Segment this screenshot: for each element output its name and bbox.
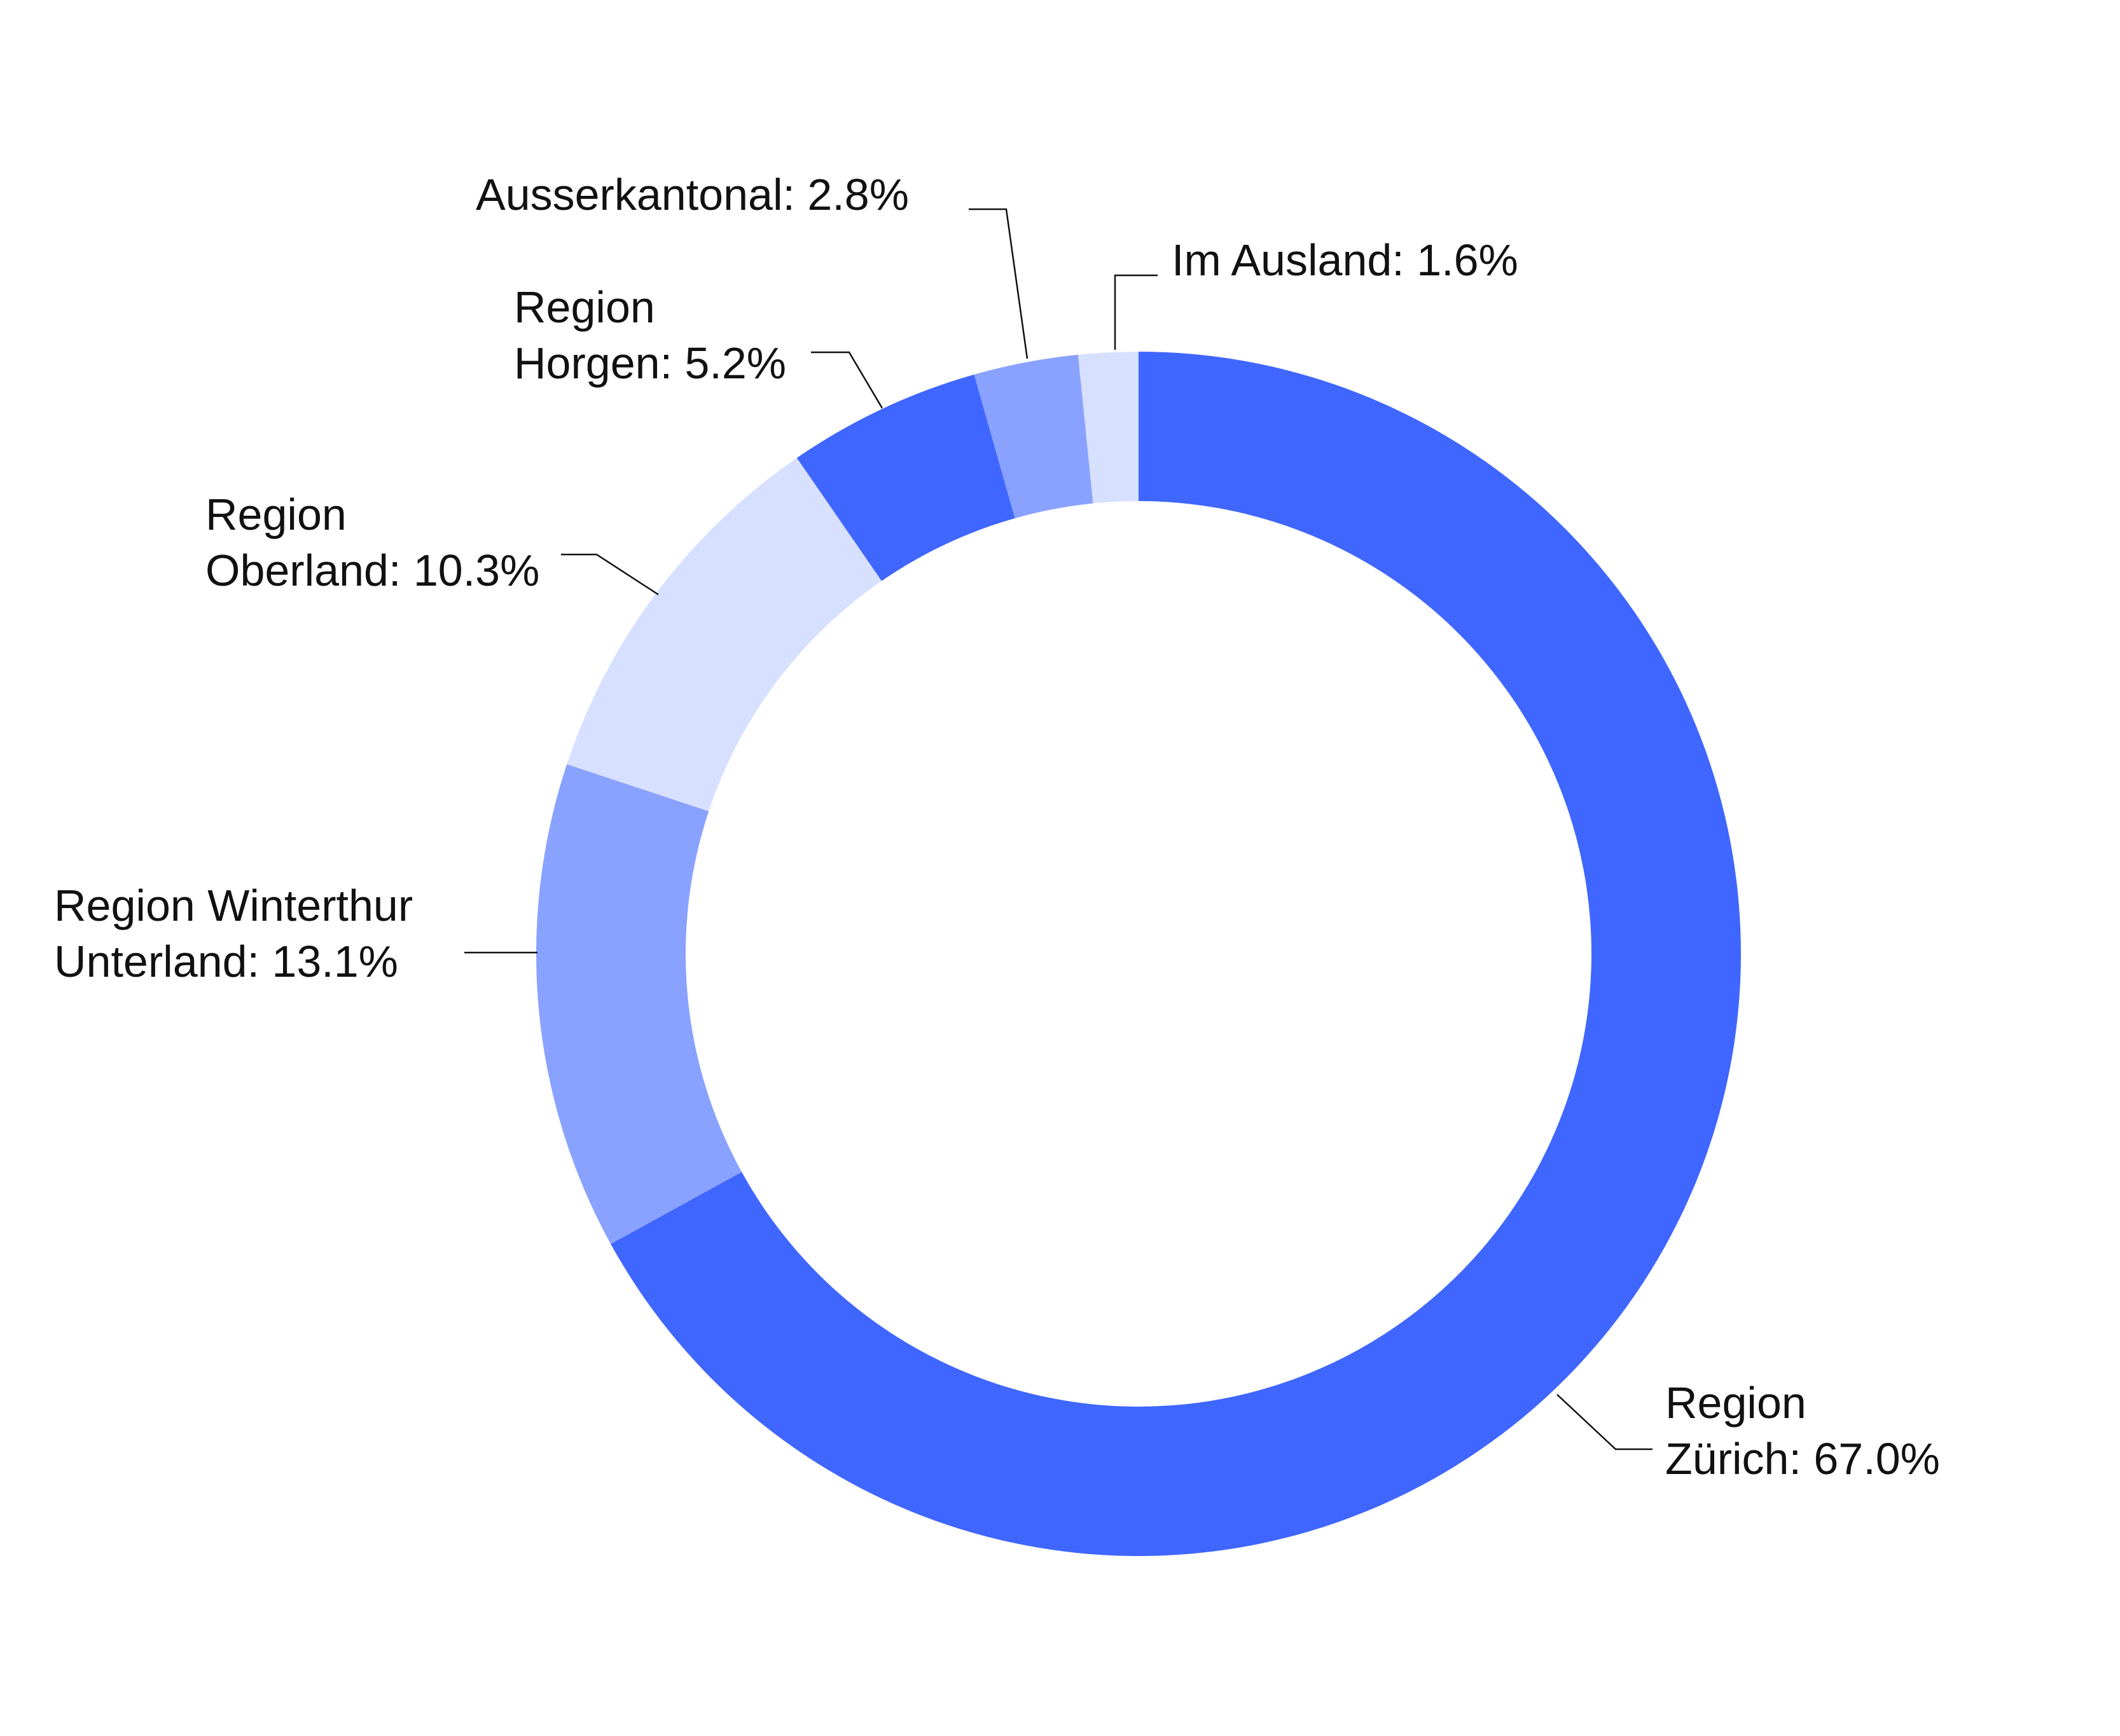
slices-layer — [536, 352, 1741, 1556]
leader-line-region-oberland — [561, 553, 659, 596]
slice-region-winterthur-unterland — [536, 764, 742, 1244]
labels-layer: Region Zürich: 67.0% Region Winterthur Unte… — [54, 170, 1940, 1484]
data-label-line: Ausserkantonal: 2.8% — [476, 170, 909, 219]
data-label-line: Region — [1665, 1378, 1806, 1428]
data-label-region-oberland: Region Oberland: 10.3% — [205, 490, 539, 595]
leader-line-im-ausland — [1114, 274, 1158, 350]
leader-line-ausserkantonal — [969, 208, 1029, 359]
data-label-line: Zürich: 67.0% — [1665, 1434, 1940, 1484]
data-label-line: Unterland: 13.1% — [54, 937, 398, 986]
data-label-line: Region Winterthur — [54, 881, 413, 930]
data-label-im-ausland: Im Ausland: 1.6% — [1172, 235, 1518, 285]
data-label-region-winterthur-unterland: Region Winterthur Unterland: 13.1% — [54, 881, 413, 986]
data-label-line: Region — [514, 282, 655, 332]
data-label-ausserkantonal: Ausserkantonal: 2.8% — [476, 170, 909, 219]
data-label-line: Oberland: 10.3% — [205, 546, 539, 595]
data-label-line: Im Ausland: 1.6% — [1172, 235, 1518, 285]
data-label-region-zurich: Region Zürich: 67.0% — [1665, 1378, 1940, 1484]
leader-lines-layer — [464, 208, 1652, 1450]
data-label-line: Horgen: 5.2% — [514, 338, 786, 388]
data-label-region-horgen: Region Horgen: 5.2% — [514, 282, 786, 388]
leader-line-region-horgen — [811, 351, 883, 409]
slice-ausserkantonal — [974, 354, 1093, 519]
slice-region-oberland — [567, 458, 882, 811]
leader-line-region-zurich — [1556, 1394, 1652, 1450]
data-label-line: Region — [205, 490, 347, 539]
slice-im-ausland — [1077, 352, 1139, 504]
slice-region-horgen — [796, 374, 1015, 581]
